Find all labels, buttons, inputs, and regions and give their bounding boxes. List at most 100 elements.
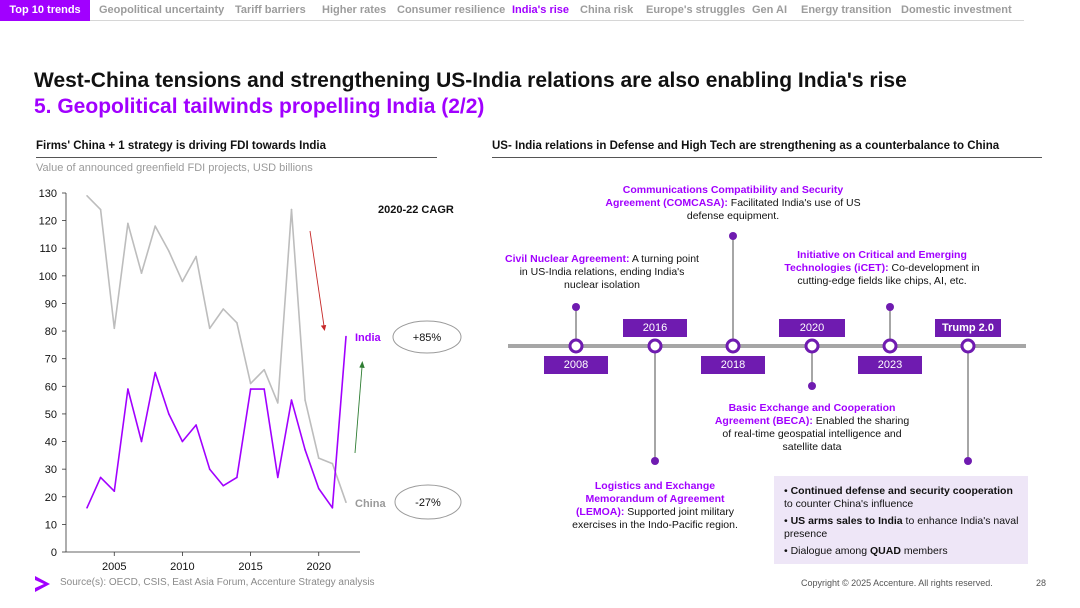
bullet-1-bold: Continued defense and security cooperati… xyxy=(790,485,1013,497)
point-india-2020 xyxy=(317,487,320,490)
event-lemoa-head: Logistics and Exchange Memorandum of Agr… xyxy=(575,480,725,518)
point-china-2015 xyxy=(249,382,252,385)
nav-tab-consumer-resilience[interactable]: Consumer resilience xyxy=(397,4,506,16)
point-china-2004 xyxy=(99,208,102,211)
y-axis: 0 10 20 30 40 50 60 70 80 90 100 110 120 130 xyxy=(39,188,67,559)
point-india-2005 xyxy=(113,490,116,493)
point-china-2005 xyxy=(113,327,116,330)
event-comcasa-head: Communications Compatibility and Securit… xyxy=(605,184,844,209)
point-india-2008 xyxy=(154,371,156,374)
left-panel-subtitle: Firms' China + 1 strategy is driving FDI… xyxy=(36,140,326,152)
copyright: Copyright © 2025 Accenture. All rights r… xyxy=(801,578,993,588)
nav-tab-top-10-trends[interactable]: Top 10 trends xyxy=(0,0,90,21)
us-india-timeline xyxy=(508,232,1026,465)
point-india-2004 xyxy=(99,476,102,479)
y-tick-label: 110 xyxy=(39,243,57,255)
page-subtitle: 5. Geopolitical tailwinds propelling Ind… xyxy=(34,95,485,118)
y-tick-label: 60 xyxy=(45,381,57,393)
y-tick-label: 120 xyxy=(39,216,57,228)
event-icet: Initiative on Critical and Emerging Tech… xyxy=(770,249,994,288)
point-china-2010 xyxy=(181,280,184,283)
y-tick-label: 20 xyxy=(45,492,57,504)
year-box-2020: 2020 xyxy=(779,319,845,337)
stem-dot-2020 xyxy=(808,382,816,390)
x-tick-label: 2010 xyxy=(170,561,194,573)
series-line-china xyxy=(86,195,347,503)
point-india-2016 xyxy=(263,388,266,390)
point-india-2006 xyxy=(127,388,129,390)
y-tick-label: 80 xyxy=(45,326,57,338)
india-trend-arrowhead xyxy=(359,361,365,368)
event-civil-body: A turning point in US-India relations, e… xyxy=(519,253,699,291)
point-india-2003 xyxy=(86,507,88,509)
nav-tab-indias-rise[interactable]: India's rise xyxy=(512,4,570,16)
point-china-2011 xyxy=(195,255,197,258)
event-civil-head: Civil Nuclear Agreement: xyxy=(505,253,630,265)
year-box-2023: 2023 xyxy=(858,356,922,374)
top-nav: Top 10 trends Geopolitical uncertainty T… xyxy=(0,0,1080,21)
chart-unit-label: Value of announced greenfield FDI projec… xyxy=(36,162,313,174)
stem-dot-trump xyxy=(964,457,972,465)
y-tick-label: 130 xyxy=(39,188,57,200)
point-china-2006 xyxy=(127,222,129,225)
node-2018 xyxy=(725,338,741,354)
nav-tab-domestic-investment[interactable]: Domestic investment xyxy=(901,4,1012,16)
point-india-2011 xyxy=(195,424,197,426)
china-series-label: China xyxy=(355,498,386,510)
left-panel-divider xyxy=(36,157,437,158)
event-beca-body: Enabled the sharing of real-time geospat… xyxy=(722,415,910,453)
nav-tab-energy-transition[interactable]: Energy transition xyxy=(801,4,892,16)
x-tick-label: 2015 xyxy=(238,561,262,573)
nav-tab-geopolitical-uncertainty[interactable]: Geopolitical uncertainty xyxy=(99,4,225,16)
point-china-2012 xyxy=(208,327,211,330)
point-india-2022 xyxy=(345,335,347,338)
india-trend-arrow xyxy=(354,366,363,454)
nav-tab-higher-rates[interactable]: Higher rates xyxy=(322,4,387,16)
bullet-1-rest: to counter China's influence xyxy=(784,498,914,510)
source-note: Source(s): OECD, CSIS, East Asia Forum, … xyxy=(60,577,375,588)
bullet-item: • Dialogue among QUAD members xyxy=(784,545,948,557)
point-india-2014 xyxy=(236,476,238,479)
bullet-item: • Continued defense and security coopera… xyxy=(784,485,1013,510)
point-china-2007 xyxy=(140,272,143,274)
point-india-2017 xyxy=(277,476,279,479)
nav-tab-gen-ai[interactable]: Gen AI xyxy=(752,4,788,16)
y-tick-label: 40 xyxy=(45,437,57,449)
china-cagr-value: -27% xyxy=(415,497,441,509)
point-china-2008 xyxy=(154,225,156,227)
stem-dot-2008 xyxy=(572,303,580,311)
bullet-3-pre: Dialogue among xyxy=(790,545,870,557)
event-comcasa-body: Facilitated India's use of US defense eq… xyxy=(686,197,861,222)
y-tick-label: 30 xyxy=(45,464,57,476)
point-india-2007 xyxy=(140,440,143,443)
point-india-2012 xyxy=(208,468,211,471)
china-cagr-ellipse xyxy=(394,484,462,520)
nav-tab-tariff-barriers[interactable]: Tariff barriers xyxy=(235,4,306,16)
point-china-2018 xyxy=(290,208,293,211)
x-axis: 2005 2010 2015 2020 xyxy=(66,551,360,573)
point-india-2021 xyxy=(331,507,334,509)
stem-dot-2016 xyxy=(651,457,659,465)
node-trump xyxy=(960,338,976,354)
india-series-label: India xyxy=(355,332,382,344)
nav-tab-china-risk[interactable]: China risk xyxy=(580,4,634,16)
point-china-2003 xyxy=(86,195,88,197)
point-china-2009 xyxy=(168,250,170,252)
point-china-2016 xyxy=(263,368,266,371)
point-india-2019 xyxy=(304,449,306,451)
series-line-india xyxy=(86,336,347,509)
stem-dot-2018 xyxy=(729,232,737,240)
accenture-logo-icon xyxy=(35,576,50,592)
cagr-title: 2020-22 CAGR xyxy=(378,204,454,216)
china-trend-arrowhead xyxy=(320,325,327,331)
point-china-2022 xyxy=(345,501,347,504)
bullet-3-bold: QUAD xyxy=(869,545,901,557)
event-icet-head: Initiative on Critical and Emerging Tech… xyxy=(784,249,967,274)
point-india-2009 xyxy=(168,413,170,415)
event-civil-nuclear-agreement: Civil Nuclear Agreement: A turning point… xyxy=(504,253,700,292)
nav-tab-europes-struggles[interactable]: Europe's struggles xyxy=(646,4,746,16)
y-tick-label: 100 xyxy=(39,271,57,283)
x-tick-label: 2005 xyxy=(102,561,126,573)
x-tick-label: 2020 xyxy=(306,561,330,573)
event-lemoa: Logistics and Exchange Memorandum of Agr… xyxy=(572,480,738,532)
